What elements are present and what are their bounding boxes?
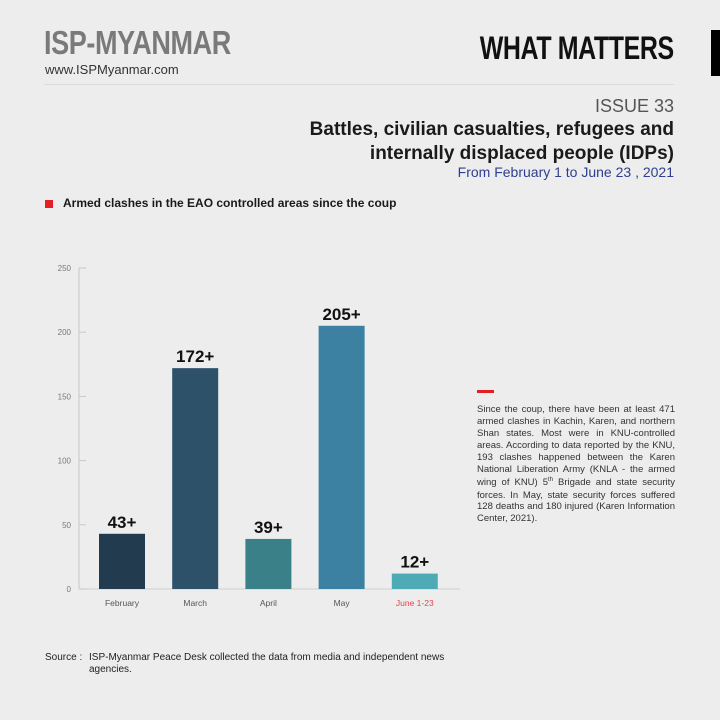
issue-number: ISSUE 33 [594,96,674,116]
y-tick-label: 200 [58,328,72,337]
x-tick-label: June 1-23 [396,598,434,608]
data-label: 172+ [176,347,214,366]
chart-section-title: Armed clashes in the EAO controlled area… [63,196,397,210]
website-url: www.ISPMyanmar.com [45,62,179,77]
series-title: WHAT MATTERS [479,30,674,66]
date-range: From February 1 to June 23 , 2021 [457,164,674,180]
red-dash-accent [477,390,494,393]
sidebar-text-part1: Since the coup, there have been at least… [477,404,675,489]
x-tick-label: March [183,598,207,608]
sidebar-superscript: th [548,477,554,484]
page-title: Battles, civilian casualties, refugees a… [309,119,674,164]
red-square-bullet-icon [45,200,53,208]
bar-may [318,325,365,589]
source-label: Source : [45,652,83,663]
data-label: 205+ [322,305,360,324]
data-label: 39+ [254,518,283,537]
bar-march [172,368,219,589]
bar-february [99,533,145,589]
x-tick-label: February [105,598,140,608]
data-label: 12+ [400,553,429,572]
x-tick-label: May [334,598,351,608]
sidebar-paragraph: Since the coup, there have been at least… [477,404,675,525]
x-tick-label: April [260,598,277,608]
y-tick-label: 100 [58,457,72,466]
y-tick-label: 150 [58,392,72,401]
bar-june-1-23 [391,573,438,589]
bar-chart: 0 50 100 150 200 250 43+ February 172+ March 39+ Ap… [58,264,460,608]
sidebar-text-part2: Brigade and state security forces. In Ma… [477,477,676,525]
data-label: 43+ [108,513,137,532]
edge-tab-marker [711,30,720,76]
bar-april [245,538,292,589]
source-text: ISP-Myanmar Peace Desk collected the dat… [89,652,445,675]
y-tick-label: 0 [67,585,72,594]
y-tick-label: 50 [62,521,71,530]
header-divider [44,84,674,85]
brand-logo: ISP-MYANMAR [44,24,231,61]
y-tick-label: 250 [58,264,72,273]
